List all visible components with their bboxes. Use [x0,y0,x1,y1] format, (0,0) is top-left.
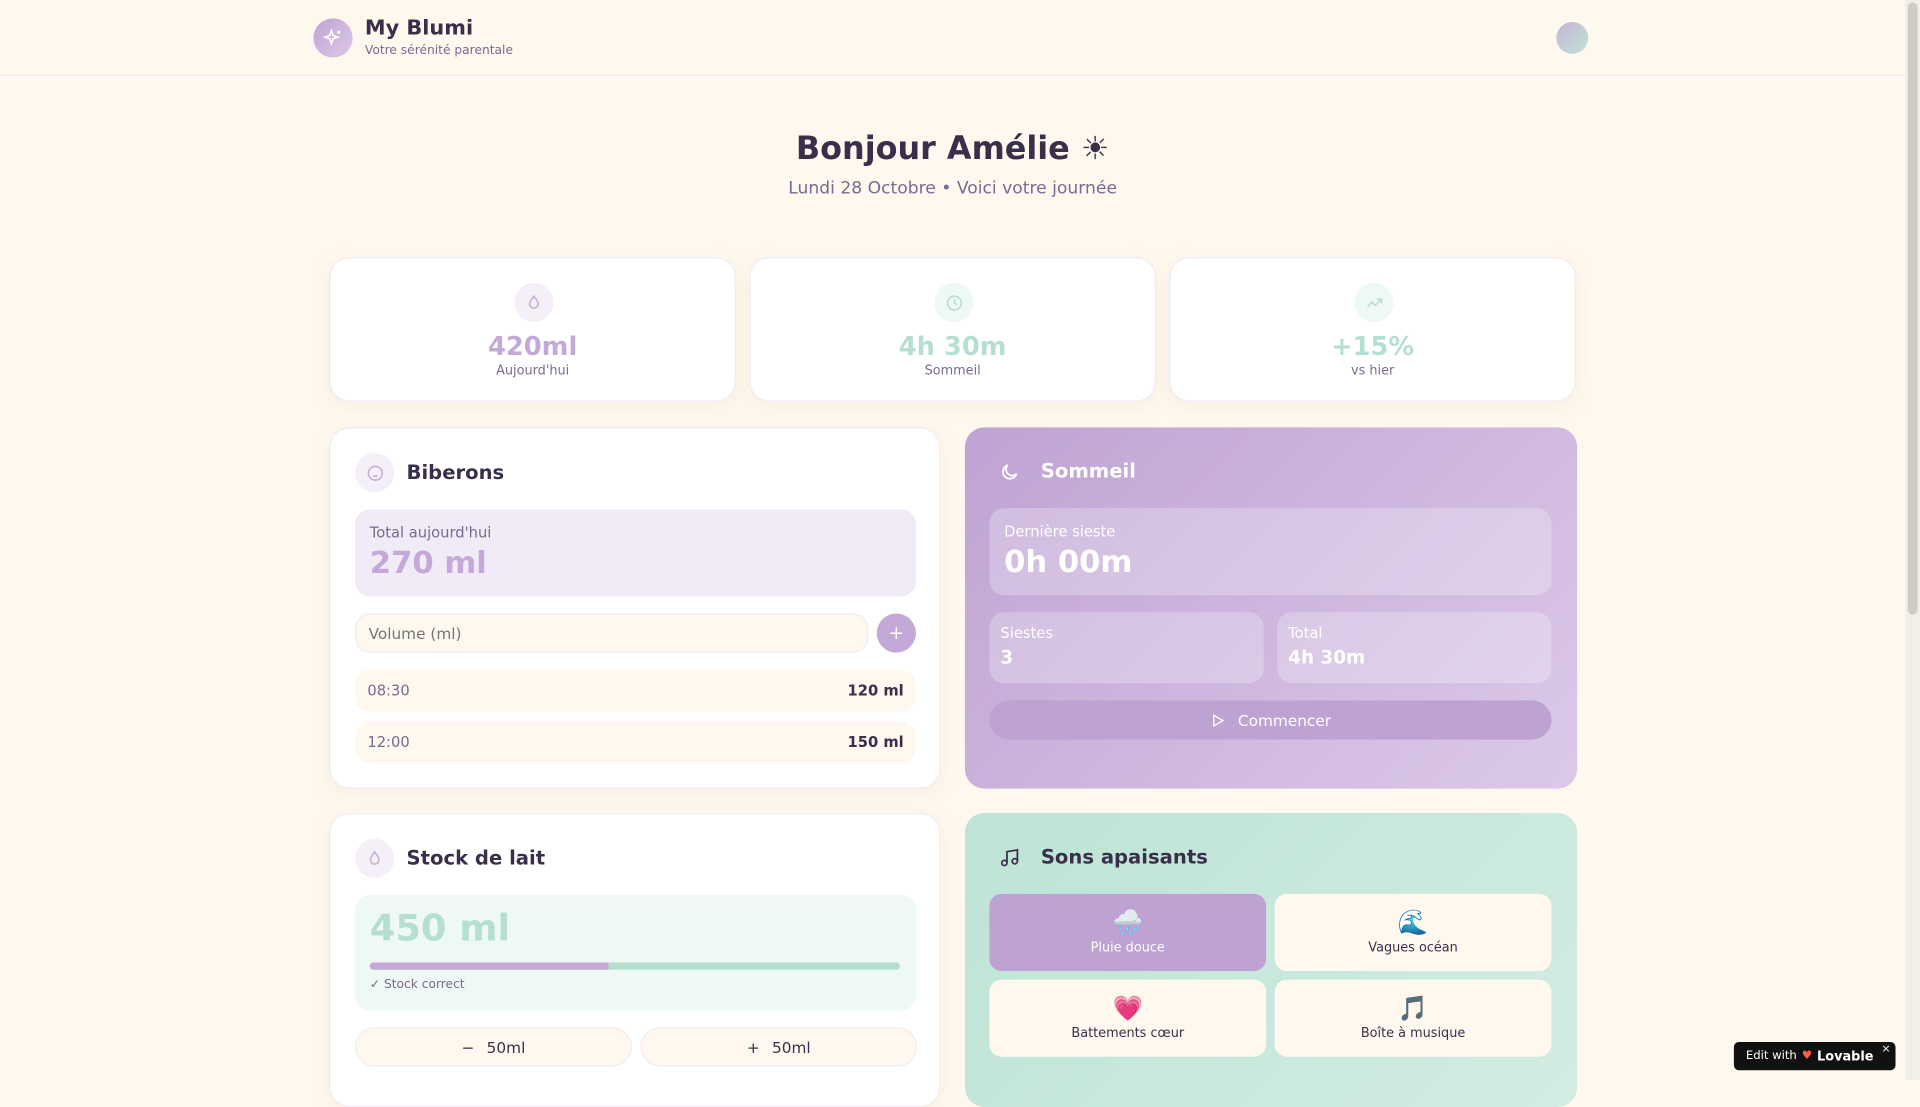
scrollbar-thumb[interactable] [1907,2,1918,615]
decrease-label: 50ml [486,1037,526,1057]
naps-box: Siestes 3 [989,612,1264,684]
stat-card-feeding: 420ml Aujourd'hui [329,257,736,402]
stat-card-sleep: 4h 30m Sommeil [749,257,1156,402]
sound-ocean[interactable]: 🌊 Vagues océan [1274,893,1552,972]
decrease-stock-button[interactable]: −50ml [355,1027,632,1067]
stock-box: 450 ml ✓ Stock correct [355,895,916,1011]
volume-input[interactable] [355,613,869,653]
sound-heartbeat[interactable]: 💗 Battements cœur [989,979,1267,1057]
sons-card: Sons apaisants 🌧️ Pluie douce 🌊 Vagues océ… [964,813,1578,1107]
section-title: Biberons [406,460,505,484]
feed-row: 08:30 120 ml [355,669,916,712]
stock-progress-bar [369,962,901,970]
stock-value: 450 ml [369,907,511,951]
badge-prefix: Edit with [1745,1049,1797,1063]
feed-volume: 150 ml [847,733,904,751]
stock-progress-fill [369,962,609,970]
moon-icon [999,462,1020,488]
sound-label: Battements cœur [1071,1026,1185,1041]
feed-time: 12:00 [367,733,410,751]
app-title: My Blumi [364,15,474,41]
close-icon[interactable]: × [1881,1043,1891,1056]
baby-icon [355,453,395,493]
sound-rain[interactable]: 🌧️ Pluie douce [989,893,1267,972]
rain-icon: 🌧️ [1112,907,1144,937]
sparkles-icon [323,28,341,47]
start-sleep-button[interactable]: Commencer [989,700,1552,740]
user-avatar[interactable] [1556,22,1589,54]
greeting-title: Bonjour Amélie ☀ [795,131,1110,168]
add-feed-button[interactable]: + [876,613,916,653]
last-nap-box: Dernière sieste 0h 00m [989,508,1552,596]
sommeil-card: Sommeil Dernière sieste 0h 00m Siestes 3… [964,427,1578,789]
last-nap-label: Dernière sieste [1004,522,1116,541]
edit-with-lovable-badge[interactable]: Edit with ♥ Lovable × [1733,1042,1896,1071]
wave-icon: 🌊 [1397,907,1429,937]
clock-icon [934,282,974,323]
feed-row: 12:00 150 ml [355,721,916,763]
stat-label: Aujourd'hui [496,363,570,379]
stat-label: vs hier [1350,363,1395,379]
stat-card-trend: +15% vs hier [1169,257,1576,402]
badge-brand: Lovable [1817,1048,1874,1064]
naps-value: 3 [1000,646,1014,669]
feed-time: 08:30 [367,682,410,700]
stat-label: Sommeil [924,363,981,379]
stat-value: 420ml [487,331,578,362]
stat-value: +15% [1331,331,1415,362]
sound-label: Vagues océan [1368,940,1458,956]
total-label: Total aujourd'hui [369,524,492,542]
last-nap-value: 0h 00m [1004,543,1133,580]
play-icon [1213,713,1225,727]
top-header [0,0,1906,76]
stock-status: ✓ Stock correct [369,978,465,992]
stat-value: 4h 30m [898,331,1007,362]
plus-icon: + [746,1037,760,1057]
droplet-icon [514,282,554,323]
increase-label: 50ml [771,1037,811,1057]
trending-up-icon [1354,282,1394,323]
lovable-heart-icon: ♥ [1801,1049,1813,1063]
sound-label: Boîte à musique [1360,1026,1466,1041]
stock-card: Stock de lait 450 ml ✓ Stock correct −50… [329,813,941,1107]
naps-label: Siestes [1000,624,1053,642]
total-sleep-value: 4h 30m [1288,646,1366,669]
section-title: Sommeil [1040,459,1136,483]
section-title: Stock de lait [406,846,546,870]
total-sleep-label: Total [1288,624,1323,642]
music-icon [999,847,1020,873]
total-value: 270 ml [369,544,487,581]
feed-volume: 120 ml [847,682,904,700]
biberons-card: Biberons Total aujourd'hui 270 ml + 08:3… [329,427,941,789]
section-title: Sons apaisants [1040,844,1208,869]
minus-icon: − [461,1037,475,1057]
music-note-icon: 🎵 [1397,993,1429,1023]
greeting-subtitle: Lundi 28 Octobre • Voici votre journée [788,178,1118,199]
droplet-icon [355,838,395,878]
app-logo[interactable] [313,18,353,58]
total-box: Total aujourd'hui 270 ml [355,509,916,597]
sound-music-box[interactable]: 🎵 Boîte à musique [1274,979,1552,1057]
sound-label: Pluie douce [1090,940,1165,956]
start-sleep-label: Commencer [1237,710,1332,730]
total-sleep-box: Total 4h 30m [1277,612,1552,684]
app-subtitle: Votre sérénité parentale [364,44,513,58]
increase-stock-button[interactable]: +50ml [640,1027,918,1067]
heart-icon: 💗 [1112,993,1144,1023]
